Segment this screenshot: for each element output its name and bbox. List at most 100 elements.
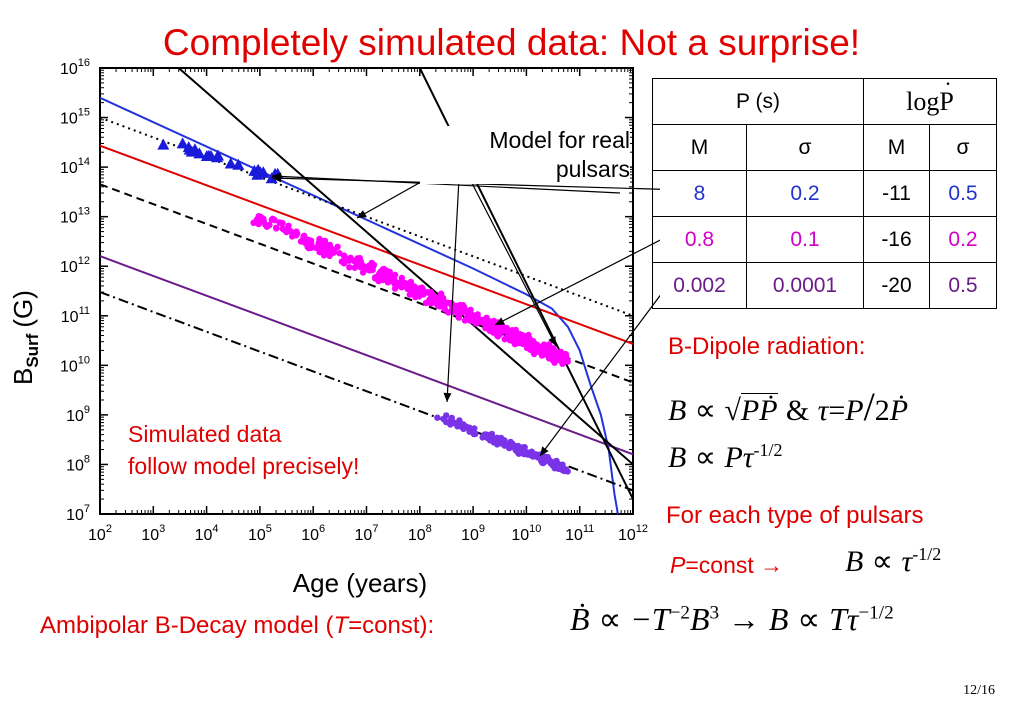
eq-b: B <box>668 394 687 427</box>
y-tick-label: 1016 <box>60 57 90 78</box>
arrow-head <box>443 392 452 402</box>
data-point <box>273 225 280 232</box>
data-point <box>530 350 538 358</box>
data-point <box>254 166 267 178</box>
cell-p-sigma: 0.0001 <box>746 262 864 309</box>
x-tick-label: 109 <box>461 523 485 544</box>
data-point <box>372 274 379 281</box>
chart: 102 103 104 105 106 107 108 109 1010 1011 1012 107 1… <box>60 57 660 544</box>
data-point <box>452 306 460 313</box>
eq-slash: / <box>863 384 875 429</box>
y-label-sub: Surf <box>23 333 42 367</box>
data-point <box>157 138 170 150</box>
data-markers <box>157 137 571 475</box>
data-point <box>471 425 478 432</box>
eq-pdot: Ṗ <box>759 394 778 427</box>
table-head-period: P (s) <box>652 78 864 125</box>
x-tick-label: 103 <box>141 523 165 544</box>
data-point <box>437 290 445 297</box>
arrow-line <box>459 159 557 347</box>
data-point <box>484 433 492 440</box>
data-point <box>503 441 511 449</box>
eq-prop: ∝ <box>694 441 717 474</box>
p-const-text: P=const → <box>670 552 783 579</box>
table-head-log: log <box>906 86 940 116</box>
x-tick-label: 1011 <box>565 523 594 544</box>
data-point <box>389 273 397 281</box>
data-point <box>279 219 286 227</box>
arrow-line <box>271 177 660 190</box>
eq-tau: τ <box>817 394 829 427</box>
x-tick-label: 104 <box>195 523 219 544</box>
table-head-logpdot: logP · <box>863 71 997 125</box>
table-head-pdot: P · <box>939 71 954 117</box>
eq-prop: ∝ <box>871 545 894 578</box>
data-point <box>370 262 377 269</box>
data-point <box>472 430 479 437</box>
data-point <box>358 260 365 268</box>
data-point <box>501 327 508 335</box>
sqrt-glyph: √ <box>724 394 741 427</box>
y-tick-label: 108 <box>66 453 90 474</box>
eq-prop: ∝ <box>598 601 622 637</box>
table-sub-m2: M <box>863 124 930 171</box>
data-point <box>515 449 522 456</box>
p-var: P <box>670 552 686 578</box>
svg-text:BSurf(G): BSurf (G) <box>8 290 42 385</box>
parameter-table: P (s) logP · M σ M σ 8 0.2 -11 0.5 0.8 0.… <box>652 71 997 309</box>
data-point <box>212 149 225 161</box>
eq-b2: B <box>768 601 789 637</box>
data-point <box>498 440 505 447</box>
data-point <box>493 332 501 339</box>
data-point <box>474 317 481 324</box>
arrow-head <box>357 210 367 218</box>
data-point <box>447 421 454 428</box>
data-point <box>428 300 435 307</box>
equation-ambipolar: Ḃ ∝ −T−2B3 → B ∝ Tτ−1/2 <box>570 600 894 638</box>
data-point <box>321 237 329 244</box>
table-row: 0.8 0.1 -16 0.2 <box>652 216 997 263</box>
table-sub-s2: σ <box>929 124 997 171</box>
table-head-pdot-var: P <box>939 86 954 116</box>
data-point <box>334 243 341 250</box>
data-point <box>467 306 474 313</box>
data-point <box>555 465 562 473</box>
x-axis-label: Age (years) <box>292 568 428 598</box>
data-point <box>457 420 464 428</box>
data-point <box>291 230 298 238</box>
eq-exponent: -1/2 <box>912 544 942 564</box>
cell-logpdot-sigma: 0.2 <box>929 216 997 263</box>
model-line <box>100 255 633 456</box>
data-point <box>316 248 323 256</box>
ambi-pre: Ambipolar B-Decay model ( <box>40 612 334 639</box>
model-callout-line2: pulsars <box>555 156 630 182</box>
eq-p2: P <box>845 394 864 427</box>
data-point <box>416 287 423 295</box>
arrow-line <box>271 175 621 194</box>
eq-exp-3: 3 <box>709 602 720 624</box>
data-point <box>266 221 273 229</box>
for-each-type-text: For each type of pulsars <box>666 502 924 529</box>
data-point <box>257 213 264 221</box>
cell-p-mean: 0.8 <box>652 216 747 263</box>
cell-p-mean: 8 <box>652 170 747 217</box>
data-point <box>302 239 309 247</box>
eq-prop2: ∝ <box>797 601 821 637</box>
tick-labels: 102 103 104 105 106 107 108 109 1010 1011 1012 107 1… <box>60 57 648 544</box>
y-tick-label: 1012 <box>60 255 90 276</box>
dot-glyph: · <box>944 70 952 96</box>
eq-tau: τ <box>846 601 859 637</box>
cell-logpdot-mean: -16 <box>863 216 930 263</box>
eq-arrow: → <box>728 601 761 637</box>
table-row: 8 0.2 -11 0.5 <box>652 170 997 217</box>
data-point <box>427 288 434 296</box>
data-point <box>551 458 558 466</box>
x-tick-label: 105 <box>248 523 272 544</box>
data-point <box>550 352 557 360</box>
right-arrow-icon: → <box>760 552 784 578</box>
equation-dipole: B ∝ √PṖ & τ=P/2Ṗ <box>668 383 908 430</box>
data-point <box>301 232 308 239</box>
data-point <box>445 309 452 316</box>
data-point <box>353 256 361 264</box>
data-point <box>364 266 371 273</box>
